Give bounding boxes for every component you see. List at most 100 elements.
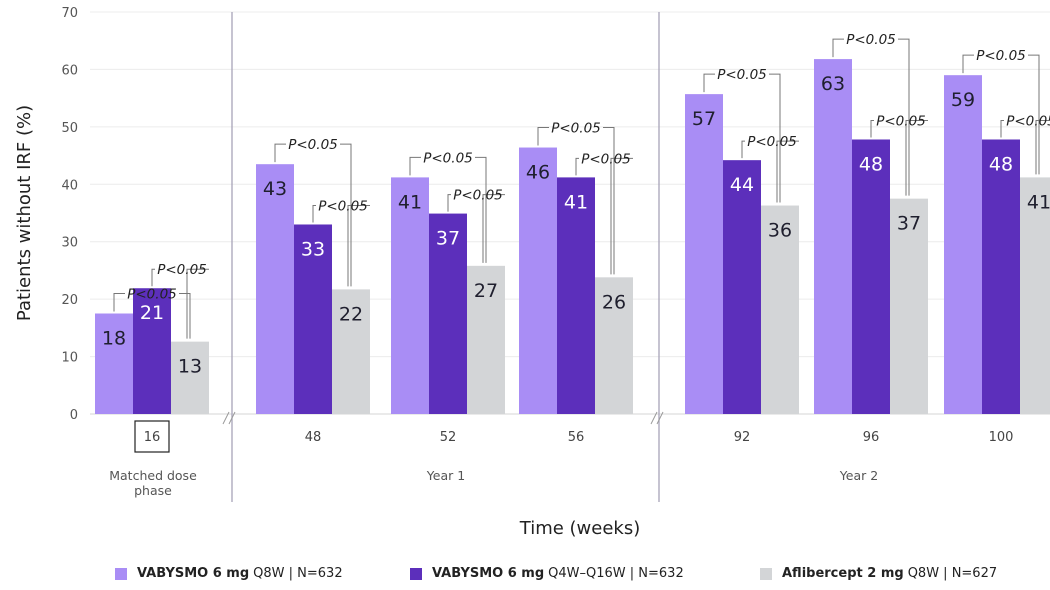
bar — [852, 139, 890, 414]
legend-regimen: Q4W–Q16W | N=632 — [548, 566, 684, 581]
bracket-line — [962, 54, 974, 74]
bracket-line — [575, 157, 579, 176]
bracket-line — [776, 140, 799, 203]
bar — [294, 224, 332, 414]
bar — [761, 205, 799, 414]
p-value-label: P<0.05 — [288, 137, 338, 153]
data-label: 22 — [339, 303, 363, 325]
p-value-label: P<0.05 — [157, 262, 207, 278]
x-tick-label: 48 — [305, 430, 322, 445]
bracket-line — [537, 127, 549, 146]
bar — [723, 160, 761, 414]
x-tick-label: 16 — [144, 430, 161, 445]
bracket-line — [340, 143, 352, 287]
x-tick-label: 52 — [440, 430, 457, 445]
bar — [95, 313, 133, 414]
data-label: 41 — [564, 191, 588, 213]
data-label: 43 — [263, 178, 287, 200]
bar — [133, 288, 171, 414]
data-label: 37 — [897, 213, 921, 235]
legend-swatch — [760, 567, 772, 580]
bar — [890, 198, 928, 414]
data-label: 37 — [436, 228, 460, 250]
p-value-label: P<0.05 — [876, 113, 926, 129]
bars: 18 21 13 43 33 22 41 37 27 46 41 26 57 44 36 63 48 37 59 48… — [95, 59, 1050, 415]
bracket-line — [769, 73, 781, 203]
y-tick-label: 10 — [61, 351, 78, 366]
bracket-line — [482, 194, 505, 263]
data-label: 46 — [526, 162, 550, 184]
data-label: 41 — [1027, 191, 1050, 213]
bracket-line — [447, 194, 451, 212]
bracket-line — [870, 119, 874, 138]
bracket-line — [905, 119, 928, 196]
bracket-line — [610, 157, 633, 275]
bracket-line — [1035, 119, 1050, 175]
bracket-line — [741, 140, 745, 159]
p-value-label: P<0.05 — [846, 32, 896, 48]
x-axis: 16 48 52 56 92 96 100 Matched dose phase Year 1 Ye… — [109, 12, 1013, 502]
bar — [519, 147, 557, 414]
group-label: Year 1 — [426, 468, 465, 483]
bar — [685, 94, 723, 414]
bracket-line — [347, 204, 370, 287]
bracket-line — [113, 293, 125, 312]
data-label: 26 — [602, 291, 626, 313]
data-label: 27 — [474, 280, 498, 302]
data-label: 36 — [768, 220, 792, 242]
bracket-line — [475, 156, 487, 263]
p-value-label: P<0.05 — [976, 48, 1026, 64]
p-value-label: P<0.05 — [1006, 113, 1050, 129]
bracket-line — [898, 38, 910, 196]
y-tick-label: 50 — [61, 121, 78, 136]
y-tick-label: 20 — [61, 293, 78, 308]
p-value-label: P<0.05 — [717, 67, 767, 83]
data-label: 41 — [398, 191, 422, 213]
y-tick-label: 60 — [61, 63, 78, 78]
bracket-line — [703, 73, 715, 93]
data-label: 13 — [178, 356, 202, 378]
bracket-line — [151, 268, 155, 287]
bracket-line — [179, 293, 191, 339]
bar — [332, 289, 370, 414]
p-value-label: P<0.05 — [747, 134, 797, 150]
data-label: 48 — [859, 153, 883, 175]
bar — [557, 177, 595, 414]
group-label: Matched dose phase — [109, 468, 197, 498]
x-tick-label: 56 — [568, 430, 585, 445]
bar — [814, 59, 852, 414]
x-tick-label: 96 — [863, 430, 880, 445]
data-label: 44 — [730, 174, 754, 196]
bar — [467, 265, 505, 414]
p-value-label: P<0.05 — [581, 151, 631, 167]
legend-brand: Aflibercept 2 mg — [782, 566, 904, 581]
legend-brand: VABYSMO 6 mg — [432, 566, 545, 581]
y-tick-label: 70 — [61, 6, 78, 21]
y-axis-title: Patients without IRF (%) — [14, 105, 35, 321]
p-value-label: P<0.05 — [551, 121, 601, 137]
x-tick-label: 100 — [989, 430, 1014, 445]
y-tick-labels: 0 10 20 30 40 50 60 70 — [61, 6, 78, 423]
legend-item: VABYSMO 6 mg Q8W | N=632 — [115, 566, 343, 581]
bar — [944, 75, 982, 415]
legend-item: VABYSMO 6 mg Q4W–Q16W | N=632 — [410, 566, 684, 581]
bar — [429, 213, 467, 414]
legend-regimen: Q8W | N=632 — [253, 566, 343, 581]
axis-break-mark — [656, 411, 664, 425]
data-label: 48 — [989, 153, 1013, 175]
y-tick-label: 30 — [61, 236, 78, 251]
legend-regimen: Q8W | N=627 — [907, 566, 998, 581]
bar — [982, 139, 1020, 414]
legend-item: Aflibercept 2 mg Q8W | N=627 — [760, 566, 997, 581]
data-label: 18 — [102, 328, 126, 350]
significance-brackets: P<0.05 P<0.05 P<0.05 P<0.05 P<0.05 P<0.05 P<0.… — [113, 32, 1050, 339]
bar — [256, 164, 294, 414]
data-label: 21 — [140, 302, 164, 324]
bracket-line — [603, 127, 615, 275]
data-label: 63 — [821, 73, 845, 95]
bracket-line — [1028, 54, 1040, 175]
x-tick-label: 92 — [734, 430, 751, 445]
bracket-line — [409, 156, 421, 176]
y-tick-label: 40 — [61, 178, 78, 193]
bar — [595, 277, 633, 414]
